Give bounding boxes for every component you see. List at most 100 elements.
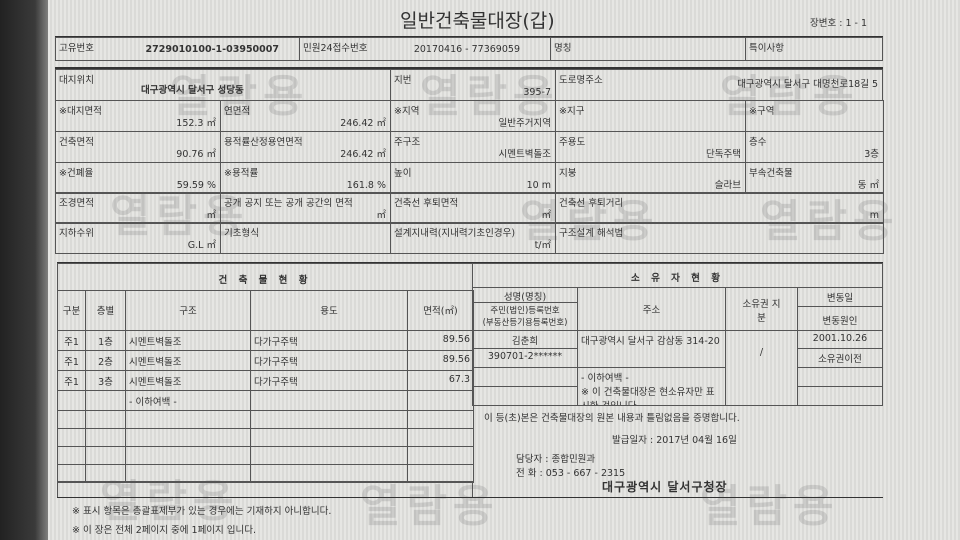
building-row-floor xyxy=(85,390,126,411)
location-label: 대지위치 xyxy=(59,75,94,86)
change-cause: 소유권이전 xyxy=(797,348,883,368)
empty-cell xyxy=(85,446,126,465)
col-owner-address: 주소 xyxy=(577,287,726,331)
building-row-area xyxy=(407,390,474,411)
main-structure-value: 시멘트벽돌조 xyxy=(498,149,551,160)
groundwater-level-value: G.L ㎡ xyxy=(187,240,216,251)
foundation-type-label: 기초형식 xyxy=(224,228,259,239)
note-label: 특이사항 xyxy=(749,43,784,54)
main-structure-label: 주구조 xyxy=(394,137,421,148)
road-address-value: 대구광역시 달서구 대명천로18길 5 xyxy=(737,79,878,90)
col-owner-share: 소유권 지분 xyxy=(725,287,798,331)
total-floor-area-value: 246.42 ㎡ xyxy=(340,118,386,129)
main-use-value: 단독주택 xyxy=(706,149,741,160)
site-area-value: 152.3 ㎡ xyxy=(176,118,216,129)
floors-value: 3층 xyxy=(864,149,879,160)
main-use-label: 주용도 xyxy=(559,137,586,148)
setback-area-value: ㎡ xyxy=(541,210,551,221)
coverage-ratio-label: ※건폐율 xyxy=(59,168,94,179)
empty-cell xyxy=(407,464,474,483)
coverage-ratio-cell: ※건폐율 59.59 % xyxy=(55,162,221,194)
far-floor-area-value: 246.42 ㎡ xyxy=(340,149,386,160)
setback-distance-value: m xyxy=(869,210,879,221)
lot-label: 지번 xyxy=(394,75,412,86)
floors-label: 층수 xyxy=(749,137,767,148)
bearing-capacity-label: 설계지내력(지내력기초인경우) xyxy=(394,228,516,239)
building-row-floor: 2층 xyxy=(85,350,126,371)
total-floor-area-cell: 연면적 246.42 ㎡ xyxy=(220,100,391,132)
issuer: 대구광역시 달서구청장 xyxy=(602,480,728,494)
watermark: 열람용 xyxy=(170,71,310,122)
issue-date: 발급일자 : 2017년 04월 16일 xyxy=(612,435,737,446)
groundwater-level-label: 지하수위 xyxy=(59,228,94,239)
structural-analysis-cell: 구조설계 해석법 xyxy=(555,222,884,254)
owner-address: 대구광역시 달서구 감삼동 314-20 xyxy=(577,330,726,368)
setback-area-cell: 건축선 후퇴면적 ㎡ xyxy=(390,192,556,224)
building-row-floor: 3층 xyxy=(85,370,126,391)
building-row-use: 다가구주택 xyxy=(250,370,408,391)
total-floor-area-label: 연면적 xyxy=(224,106,251,117)
col-owner-id: 주민(법인)등록번호 xyxy=(490,306,560,316)
open-space-area-label: 공개 공지 또는 공개 공간의 면적 xyxy=(224,198,353,209)
building-row-structure: - 이하여백 - xyxy=(125,390,251,411)
footnote-2: ※ 이 장은 전체 2페이지 중에 1페이지 입니다. xyxy=(72,525,257,536)
height-value: 10 m xyxy=(526,180,551,191)
empty-cell xyxy=(250,410,408,429)
watermark: 열람용 xyxy=(700,481,840,532)
col-owner-name: 성명(명칭) xyxy=(472,287,578,303)
lot-value: 395-7 xyxy=(523,87,551,98)
building-row-division: 주1 xyxy=(57,330,86,351)
setback-area-label: 건축선 후퇴면적 xyxy=(394,198,459,209)
building-row-area: 67.3 xyxy=(407,370,474,391)
empty-cell xyxy=(57,428,86,447)
watermark: 열람용 xyxy=(720,71,860,122)
building-area-label: 건축면적 xyxy=(59,137,94,148)
annex-value: 동 ㎡ xyxy=(857,180,879,191)
building-area-cell: 건축면적 90.76 ㎡ xyxy=(55,131,221,163)
empty-cell xyxy=(250,428,408,447)
height-label: 높이 xyxy=(394,168,412,179)
receipt-label: 민원24접수번호 xyxy=(303,43,368,54)
owner-id: 390701-2****** xyxy=(472,348,578,368)
site-area-label: ※대지면적 xyxy=(59,106,102,117)
col-change-date: 변동일 xyxy=(797,287,883,307)
document-title: 일반건축물대장(갑) xyxy=(400,10,555,32)
col-owner-id2: (부동산등기용등록번호) xyxy=(482,318,568,328)
building-row-use xyxy=(250,390,408,411)
department: 담당자 : 종합민원과 xyxy=(516,454,596,465)
building-row-use: 다가구주택 xyxy=(250,350,408,371)
change-date: 2001.10.26 xyxy=(797,330,883,349)
height-cell: 높이 10 m xyxy=(390,162,556,194)
open-space-area-cell: 공개 공지 또는 공개 공간의 면적 ㎡ xyxy=(220,192,391,224)
zone-cell: ※지역 일반주거지역 xyxy=(390,100,556,132)
floor-area-ratio-value: 161.8 % xyxy=(346,180,386,191)
empty-cell xyxy=(407,410,474,429)
empty-cell xyxy=(407,428,474,447)
landscape-area-value: ㎡ xyxy=(206,210,216,221)
owner-note: ※ 이 건축물대장은 현소유자만 표시한 것입니다. xyxy=(581,387,715,405)
roof-label: 지붕 xyxy=(559,168,577,179)
col-division: 구분 xyxy=(57,290,86,331)
setback-distance-cell: 건축선 후퇴거리 m xyxy=(555,192,884,224)
open-space-area-value: ㎡ xyxy=(376,210,386,221)
building-row-structure: 시멘트벽돌조 xyxy=(125,330,251,351)
page-number: 장변호 : 1 - 1 xyxy=(810,18,868,29)
empty-cell xyxy=(125,410,251,429)
col-floor: 층별 xyxy=(85,290,126,331)
col-area: 면적(㎡) xyxy=(407,290,474,331)
district-label: ※지구 xyxy=(559,106,585,117)
certification-statement: 이 등(초)본은 건축물대장의 원본 내용과 틀림없음을 증명합니다. xyxy=(484,413,740,424)
empty-cell xyxy=(407,446,474,465)
col-structure: 구조 xyxy=(125,290,251,331)
annex-label: 부속건축물 xyxy=(749,168,793,179)
building-area-value: 90.76 ㎡ xyxy=(176,149,216,160)
roof-cell: 지붕 슬라브 xyxy=(555,162,746,194)
empty-cell xyxy=(85,410,126,429)
structural-analysis-label: 구조설계 해석법 xyxy=(559,228,624,239)
far-floor-area-cell: 용적률산정용연면적 246.42 ㎡ xyxy=(220,131,391,163)
building-row-structure: 시멘트벽돌조 xyxy=(125,350,251,371)
building-row-division xyxy=(57,390,86,411)
phone: 전 화 : 053 - 667 - 2315 xyxy=(516,468,626,479)
zone-label: ※지역 xyxy=(394,106,420,117)
